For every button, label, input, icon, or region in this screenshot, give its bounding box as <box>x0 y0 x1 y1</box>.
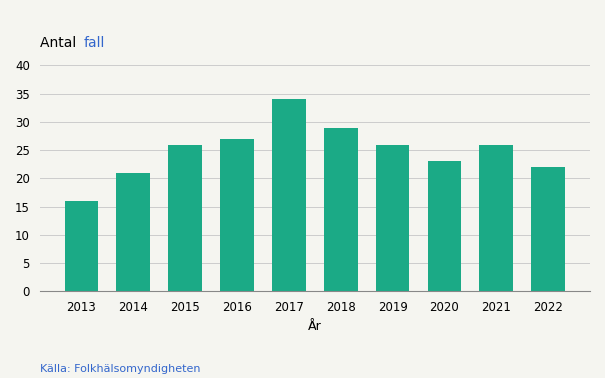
Bar <box>65 201 99 291</box>
Bar <box>531 167 565 291</box>
Bar <box>220 139 254 291</box>
Text: fall: fall <box>83 36 105 50</box>
Bar <box>428 161 461 291</box>
Text: Källa: Folkhälsomyndigheten: Källa: Folkhälsomyndigheten <box>39 364 200 374</box>
Bar <box>479 144 513 291</box>
Bar <box>117 173 150 291</box>
Bar <box>376 144 410 291</box>
Text: Antal: Antal <box>39 36 80 50</box>
Bar <box>324 127 358 291</box>
X-axis label: År: År <box>308 320 322 333</box>
Bar <box>272 99 306 291</box>
Bar <box>168 144 202 291</box>
